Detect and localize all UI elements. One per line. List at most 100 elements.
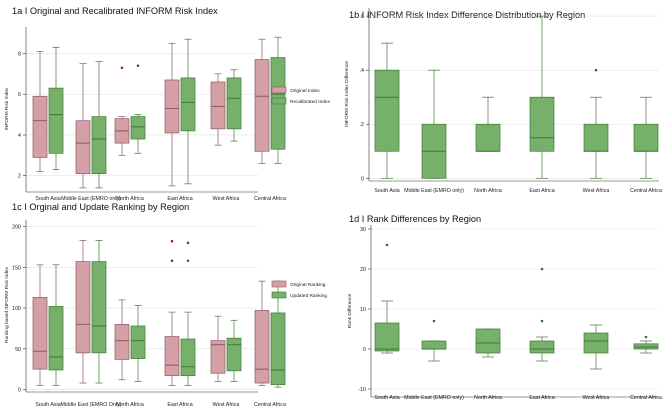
panel-title: 1d I Rank Differences by Region (349, 214, 481, 224)
box-1a-green (130, 64, 146, 154)
y-tick-label: 8 (18, 51, 21, 57)
box-1a-pink (210, 73, 226, 146)
box-iqr (210, 340, 226, 374)
box-iqr (164, 336, 180, 377)
box-iqr (91, 116, 107, 175)
box-iqr (583, 123, 609, 152)
box-iqr (374, 322, 400, 352)
y-tick-label: .4 (360, 68, 364, 74)
y-tick-label: 0 (18, 388, 21, 394)
y-tick-label: 0 (363, 347, 366, 353)
legend-label: Recalibrated Index (290, 99, 331, 105)
y-tick-label: 10 (360, 307, 366, 313)
box-1c-green (226, 319, 242, 382)
box-iqr (32, 95, 48, 158)
outlier-point (644, 335, 648, 339)
box-1d-green (529, 267, 555, 362)
x-tick-label: East Africa (529, 395, 554, 401)
outlier-point (120, 66, 124, 70)
box-1c-green (130, 305, 146, 382)
outlier-point (170, 239, 174, 243)
outlier-point (186, 241, 190, 245)
box-1a-green (226, 69, 242, 142)
box-iqr (421, 340, 447, 350)
outlier-point (170, 259, 174, 263)
box-1a-green (91, 61, 107, 189)
outlier-point (136, 64, 140, 68)
y-tick-label: 20 (360, 267, 366, 273)
box-iqr (226, 337, 242, 372)
x-tick-label: West Africa (213, 402, 240, 408)
outlier-point (432, 319, 436, 323)
x-tick-label: North Africa (116, 196, 144, 202)
box-1d-green (633, 335, 659, 354)
box-iqr (48, 87, 64, 154)
box-iqr (270, 312, 286, 386)
box-1c-pink (32, 264, 48, 386)
box-iqr (226, 77, 242, 130)
panel-1b: 1b I INFORM Risk Index Difference Distri… (344, 8, 662, 194)
legend: Original Ranking Updated Ranking (271, 280, 327, 299)
x-tick-label: West Africa (583, 395, 610, 401)
panel-title: 1b I INFORM Risk Index Difference Distri… (349, 10, 585, 20)
box-iqr (254, 59, 270, 152)
box-1a-pink (75, 63, 91, 189)
box-iqr (210, 81, 226, 130)
box-1c-green (180, 241, 196, 386)
panel-1c: 1c I Orginal and Update Ranking by Regio… (4, 202, 327, 408)
outlier-point (540, 319, 544, 323)
y-tick-label: 100 (12, 306, 21, 312)
legend-swatch (271, 280, 287, 288)
y-tick-label: 30 (360, 227, 366, 233)
y-axis-label: Rank Difference (347, 294, 353, 329)
x-tick-label: West Africa (583, 188, 610, 194)
box-1b-green (475, 96, 501, 152)
y-axis-label: INFORM Risk Index (4, 87, 10, 130)
box-1b-green (421, 69, 447, 179)
box-iqr (633, 123, 659, 152)
box-1c-green (48, 264, 64, 386)
y-tick-label: 50 (15, 347, 21, 353)
box-1d-green (475, 328, 501, 358)
legend: Original Index Recalibrated Index (271, 86, 331, 105)
x-tick-label: North Africa (474, 395, 502, 401)
outlier-point (594, 68, 598, 72)
x-tick-label: Central Africa (254, 196, 286, 202)
box-iqr (180, 77, 196, 132)
x-tick-label: East Africa (167, 196, 192, 202)
box-iqr (32, 297, 48, 370)
box-1c-pink (210, 315, 226, 382)
x-tick-label: North Africa (116, 402, 144, 408)
box-iqr (114, 323, 130, 360)
box-iqr (164, 79, 180, 134)
outlier-point (186, 259, 190, 263)
box-1c-green (91, 240, 107, 384)
y-tick-label: 200 (12, 225, 21, 231)
x-tick-label: Middle East (EMRO only) (404, 395, 464, 401)
outlier-point (385, 243, 389, 247)
y-tick-label: 0 (361, 176, 364, 182)
panel-title: 1c I Orginal and Update Ranking by Regio… (12, 202, 189, 212)
y-tick-label: 2 (18, 174, 21, 180)
box-iqr (475, 123, 501, 152)
x-tick-label: Central Africa (254, 402, 286, 408)
box-iqr (130, 325, 146, 359)
box-iqr (475, 328, 501, 354)
box-1d-green (583, 324, 609, 370)
y-tick-label: 150 (12, 265, 21, 271)
box-1d-green (421, 319, 447, 362)
box-iqr (180, 338, 196, 377)
panel-title: 1a I Original and Recalibrated INFORM Ri… (12, 6, 218, 16)
y-axis-label: INFORM Risk Index Difference (344, 61, 350, 127)
x-tick-label: Middle East (EMRO only) (61, 196, 121, 202)
x-tick-label: South Asia (374, 188, 399, 194)
box-iqr (254, 310, 270, 384)
x-tick-label: Middle East (EMRO Only) (61, 402, 122, 408)
y-tick-label: .2 (360, 122, 364, 128)
x-tick-label: Central Africa (630, 395, 662, 401)
legend-swatch (271, 291, 287, 299)
box-1a-pink (32, 51, 48, 172)
legend-swatch (271, 97, 287, 105)
box-1a-pink (114, 66, 130, 156)
